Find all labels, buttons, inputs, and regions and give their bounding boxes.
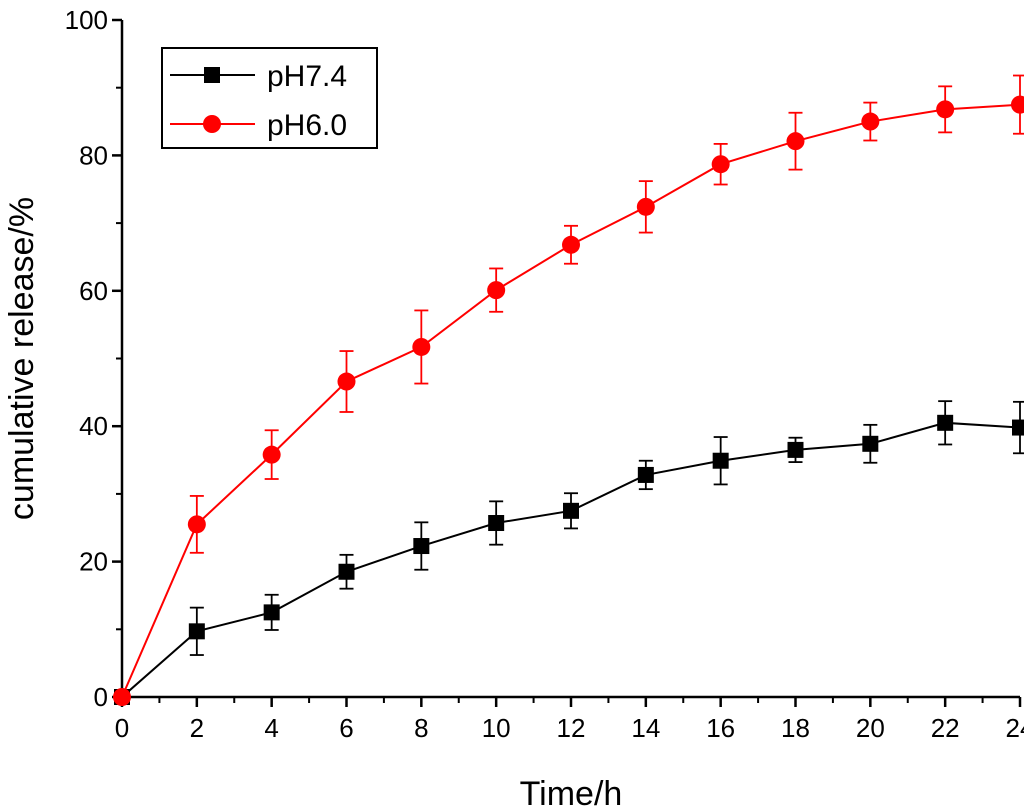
x-tick-label: 12	[557, 713, 586, 743]
y-tick-label: 0	[94, 682, 108, 712]
data-point	[338, 563, 355, 580]
x-tick-label: 8	[414, 713, 428, 743]
legend-box	[161, 47, 378, 149]
y-tick-label: 60	[79, 276, 108, 306]
data-point	[113, 688, 131, 706]
x-tick-label: 6	[339, 713, 353, 743]
data-point	[262, 445, 281, 464]
data-point	[787, 441, 804, 458]
y-tick-label: 80	[79, 140, 108, 170]
legend-marker	[204, 67, 220, 83]
y-axis-title: cumulative release/%	[3, 197, 41, 520]
data-point	[711, 155, 730, 174]
data-point	[637, 466, 654, 483]
x-tick-label: 4	[264, 713, 278, 743]
x-tick-label: 16	[706, 713, 735, 743]
data-point	[413, 538, 430, 555]
data-point	[188, 623, 205, 640]
data-point	[263, 604, 280, 621]
y-tick-label: 20	[79, 547, 108, 577]
x-tick-label: 18	[781, 713, 810, 743]
legend-marker	[203, 115, 221, 133]
data-point	[1011, 95, 1024, 114]
data-point	[337, 372, 356, 391]
series-pH7.4	[114, 400, 1024, 705]
data-point	[187, 515, 206, 534]
data-point	[412, 337, 431, 356]
x-tick-label: 2	[190, 713, 204, 743]
legend: pH7.4 pH6.0	[161, 47, 378, 149]
x-tick-label: 10	[482, 713, 511, 743]
x-tick-label: 14	[631, 713, 660, 743]
x-tick-label: 20	[856, 713, 885, 743]
series-layer	[113, 74, 1024, 706]
legend-label: pH6.0	[267, 109, 347, 142]
data-point	[1012, 419, 1024, 436]
series-line	[121, 421, 1021, 698]
data-point	[488, 515, 505, 532]
data-point	[786, 132, 805, 151]
data-point	[861, 112, 880, 131]
x-tick-label: 22	[931, 713, 960, 743]
data-point	[636, 197, 655, 216]
data-point	[862, 435, 879, 452]
ticks: 024681012141618202224020406080100	[65, 5, 1024, 743]
legend-label: pH7.4	[267, 60, 347, 93]
data-point	[562, 235, 580, 254]
y-tick-label: 40	[79, 411, 108, 441]
x-axis-title: Time/h	[520, 775, 623, 811]
data-point	[487, 281, 506, 300]
x-tick-label: 24	[1006, 713, 1024, 743]
series-pH6.0	[113, 74, 1024, 706]
data-point	[937, 414, 954, 431]
series-line	[121, 103, 1021, 698]
y-tick-label: 100	[65, 5, 108, 35]
data-point	[563, 502, 579, 519]
data-point	[712, 452, 729, 469]
x-tick-label: 0	[115, 713, 129, 743]
data-point	[936, 100, 955, 119]
